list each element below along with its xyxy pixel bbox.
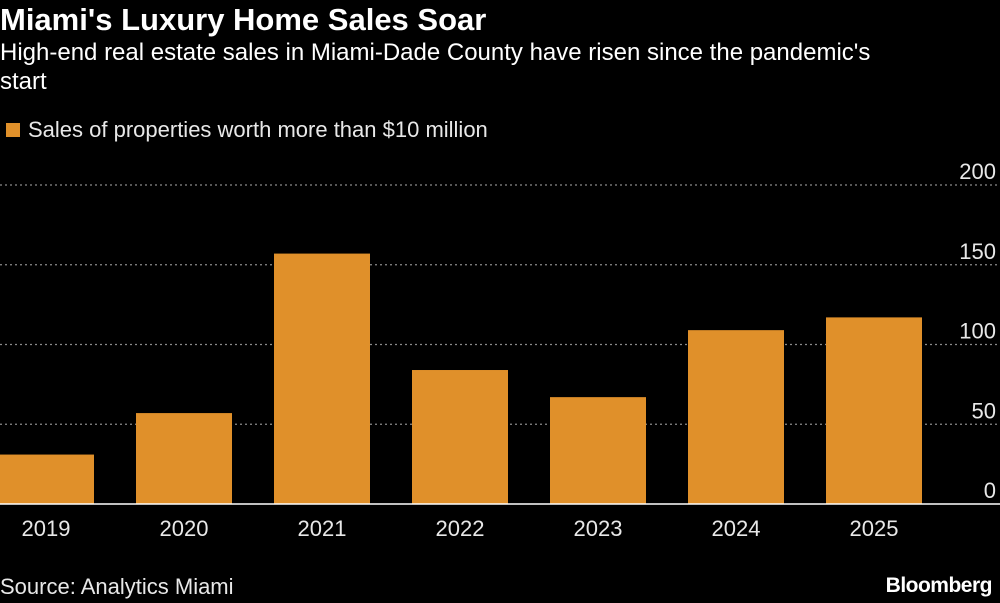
source-note: Source: Analytics Miami [0,574,234,599]
bar [826,317,922,504]
legend-swatch [6,123,20,137]
x-tick-label: 2025 [850,516,899,541]
chart-subtitle: High-end real estate sales in Miami-Dade… [0,39,871,95]
bar [412,370,508,504]
bar [688,330,784,504]
x-tick-label: 2021 [298,516,347,541]
legend: Sales of properties worth more than $10 … [6,117,488,143]
x-tick-label: 2023 [574,516,623,541]
bar-chart: 0 50 100 150 200 2019 2020 2021 2022 2023 2024 2025 [0,159,1000,541]
x-tick-label: 2020 [160,516,209,541]
y-tick-label: 100 [959,319,996,344]
bar [136,413,232,504]
bar [274,253,370,504]
x-tick-label: 2022 [436,516,485,541]
bar [0,454,94,504]
y-tick-label: 200 [959,159,996,184]
x-tick-label: 2024 [712,516,761,541]
y-tick-label: 50 [972,398,996,423]
bloomberg-logo: Bloomberg [885,574,993,597]
y-tick-label: 0 [984,478,996,503]
x-tick-label: 2019 [22,516,71,541]
chart-title: Miami's Luxury Home Sales Soar [0,2,487,37]
bar [550,397,646,504]
y-tick-label: 150 [959,239,996,264]
legend-label: Sales of properties worth more than $10 … [28,117,488,142]
